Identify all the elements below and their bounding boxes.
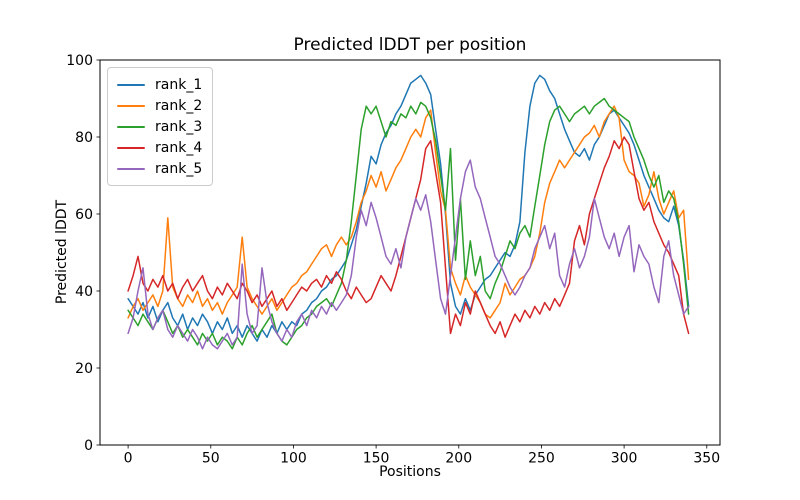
x-axis-label: Positions: [379, 464, 441, 480]
legend-label: rank_4: [155, 139, 203, 156]
legend-item-rank-4: rank_4: [117, 137, 203, 158]
legend-item-rank-3: rank_3: [117, 116, 203, 137]
x-tick-label: 200: [445, 451, 472, 467]
rank-4-line-swatch: [117, 146, 145, 149]
series-line-rank_5: [127, 159, 690, 350]
y-tick-label: 20: [75, 361, 93, 377]
x-tick-label: 100: [280, 451, 307, 467]
legend-item-rank-5: rank_5: [117, 158, 203, 179]
legend-item-rank-2: rank_2: [117, 95, 203, 116]
chart-title: Predicted lDDT per position: [293, 35, 527, 55]
series-line-rank_2: [127, 105, 690, 319]
rank-2-line-swatch: [117, 104, 145, 107]
legend-label: rank_3: [155, 118, 203, 135]
y-axis-label: Predicted lDDT: [54, 199, 70, 305]
rank-3-line-swatch: [117, 125, 145, 128]
x-tick-label: 150: [363, 451, 390, 467]
x-tick-label: 50: [202, 451, 220, 467]
legend-label: rank_1: [155, 76, 203, 93]
x-tick-label: 250: [528, 451, 555, 467]
x-tick-label: 0: [124, 451, 133, 467]
y-tick-label: 0: [84, 438, 93, 454]
x-tick-label: 300: [611, 451, 638, 467]
axes-frame: [99, 59, 721, 446]
legend-label: rank_5: [155, 160, 203, 177]
legend: rank_1 rank_2 rank_3 rank_4 rank_5: [107, 67, 213, 186]
y-tick-label: 80: [75, 130, 93, 146]
series-line-rank_1: [127, 74, 690, 342]
rank-1-line-swatch: [117, 83, 145, 86]
y-tick-label: 100: [66, 53, 93, 69]
series-line-rank_3: [127, 97, 690, 350]
x-tick-label: 350: [693, 451, 720, 467]
y-tick-label: 40: [75, 284, 93, 300]
y-tick-label: 60: [75, 207, 93, 223]
legend-label: rank_2: [155, 97, 203, 114]
legend-item-rank-1: rank_1: [117, 74, 203, 95]
rank-5-line-swatch: [117, 167, 145, 170]
